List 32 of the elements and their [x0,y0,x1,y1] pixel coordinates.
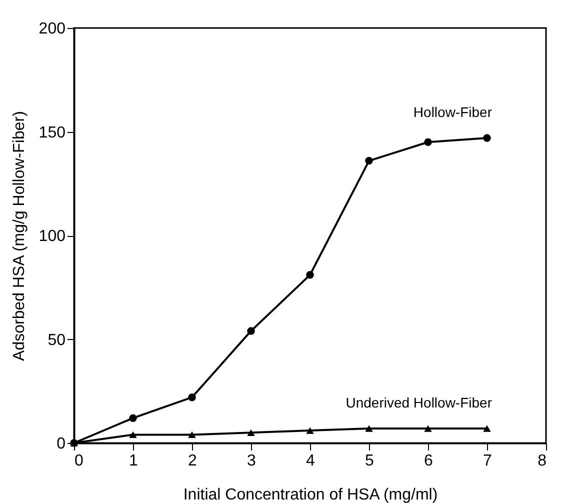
x-tick-label: 5 [365,452,374,470]
point [188,393,196,402]
point [247,327,255,335]
x-tick-label: 7 [483,452,492,470]
y-tick-label: 150 [38,124,66,142]
point [247,429,255,436]
y-tick-label: 200 [38,20,66,38]
point [306,271,314,279]
point [188,431,196,438]
x-axis-title: Initial Concentration of HSA (mg/ml) [183,486,438,503]
x-tick-label: 2 [188,452,198,470]
y-tick-label: 50 [48,332,66,349]
point [424,425,432,432]
series-label: Hollow-Fiber [413,104,492,120]
y-axis-title: Adsorbed HSA (mg/g Hollow-Fiber) [10,111,28,361]
y-tick-label: 0 [56,436,66,452]
point [483,134,491,142]
point [365,156,373,165]
y-tick-label: 100 [38,228,66,245]
point [129,414,137,422]
x-tick-label: 0 [74,452,84,470]
x-tick-label: 1 [129,452,138,470]
point [365,425,373,432]
point [424,138,432,146]
point [483,425,491,432]
x-tick-label: 8 [538,452,547,470]
x-tick-label: 4 [306,452,316,470]
point [129,431,137,438]
x-tick-label: 3 [247,452,256,470]
series-label: Underived Hollow-Fiber [346,394,492,410]
point [306,427,314,434]
x-tick-label: 6 [424,452,434,470]
